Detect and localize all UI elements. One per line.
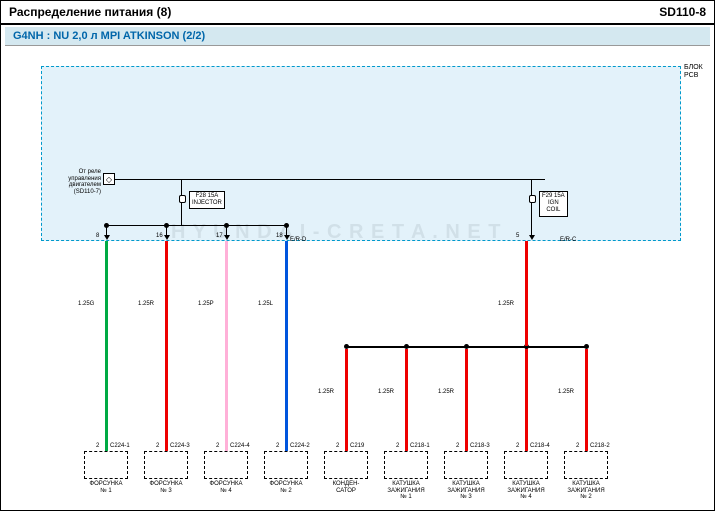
fuse-symbol-f29 bbox=[528, 191, 536, 205]
gauge-w1: 1.25G bbox=[78, 301, 94, 307]
conn-w2: C224-3 bbox=[170, 443, 190, 449]
component-label-w8: КАТУШКА ЗАЖИГАНИЯ № 4 bbox=[501, 481, 551, 501]
conn-w7: C218-3 bbox=[470, 443, 490, 449]
component-box-w6 bbox=[384, 451, 428, 479]
conn-pin-w5: 2 bbox=[336, 443, 339, 449]
pin-top-w3: 17 bbox=[216, 233, 223, 239]
pcb-label: БЛОК PCB bbox=[684, 64, 703, 79]
component-label-w2: ФОРСУНКА № 3 bbox=[141, 481, 191, 494]
node-w4 bbox=[284, 223, 289, 228]
wire-w1 bbox=[105, 241, 108, 451]
gauge-w3: 1.25P bbox=[198, 301, 214, 307]
component-label-w1: ФОРСУНКА № 1 bbox=[81, 481, 131, 494]
component-box-w3 bbox=[204, 451, 248, 479]
header: Распределение питания (8) SD110-8 bbox=[1, 1, 714, 25]
node-w3 bbox=[224, 223, 229, 228]
gauge-w6: 1.25R bbox=[378, 389, 394, 395]
conn-w9: C218-2 bbox=[590, 443, 610, 449]
busnode-w9 bbox=[584, 344, 589, 349]
component-box-w2 bbox=[144, 451, 188, 479]
arrow-w3 bbox=[224, 235, 230, 240]
conn-w5: C219 bbox=[350, 443, 364, 449]
wire-w3 bbox=[225, 241, 228, 451]
component-box-w5 bbox=[324, 451, 368, 479]
subtitle: G4NH : NU 2,0 л MPI ATKINSON (2/2) bbox=[13, 30, 702, 42]
busnode-w6 bbox=[404, 344, 409, 349]
fuse-out-f28 bbox=[181, 205, 182, 225]
pin-top-w4: 18 bbox=[276, 233, 283, 239]
component-label-w9: КАТУШКА ЗАЖИГАНИЯ № 2 bbox=[561, 481, 611, 501]
component-box-w9 bbox=[564, 451, 608, 479]
page-title: Распределение питания (8) bbox=[9, 5, 171, 19]
erd-label-0: E/R-D bbox=[290, 237, 306, 243]
node-w2 bbox=[164, 223, 169, 228]
arrow-w2 bbox=[164, 235, 170, 240]
component-box-w1 bbox=[84, 451, 128, 479]
conn-w1: C224-1 bbox=[110, 443, 130, 449]
wire-w9 bbox=[585, 349, 588, 451]
component-box-w4 bbox=[264, 451, 308, 479]
conn-pin-w3: 2 bbox=[216, 443, 219, 449]
gauge-w7: 1.25R bbox=[438, 389, 454, 395]
wire-w4 bbox=[285, 241, 288, 451]
gauge-w9: 1.25R bbox=[558, 389, 574, 395]
conn-w8: C218-4 bbox=[530, 443, 550, 449]
bus-top bbox=[115, 179, 545, 180]
gauge-w5: 1.25R bbox=[318, 389, 334, 395]
conn-pin-w4: 2 bbox=[276, 443, 279, 449]
fuse-f29: F29 15A IGN COIL bbox=[539, 191, 568, 217]
conn-pin-w6: 2 bbox=[396, 443, 399, 449]
gauge-w2: 1.25R bbox=[138, 301, 154, 307]
busnode-w5 bbox=[344, 344, 349, 349]
arrow-f29 bbox=[529, 235, 535, 240]
fuse-feed-f29 bbox=[531, 179, 532, 191]
erd-label-1: E/R-C bbox=[560, 237, 576, 243]
component-label-w4: ФОРСУНКА № 2 bbox=[261, 481, 311, 494]
node-w1 bbox=[104, 223, 109, 228]
component-label-w5: КОНДЕН- САТОР bbox=[321, 481, 371, 494]
wire-w6 bbox=[405, 349, 408, 451]
component-label-w3: ФОРСУНКА № 4 bbox=[201, 481, 251, 494]
component-label-w7: КАТУШКА ЗАЖИГАНИЯ № 3 bbox=[441, 481, 491, 501]
pcb-box bbox=[41, 66, 681, 241]
page: Распределение питания (8) SD110-8 G4NH :… bbox=[0, 0, 715, 511]
conn-pin-w7: 2 bbox=[456, 443, 459, 449]
conn-w4: C224-2 bbox=[290, 443, 310, 449]
conn-w3: C224-4 bbox=[230, 443, 250, 449]
page-code: SD110-8 bbox=[659, 5, 706, 19]
subtitle-bar: G4NH : NU 2,0 л MPI ATKINSON (2/2) bbox=[5, 27, 710, 46]
arrow-w1 bbox=[104, 235, 110, 240]
relay-source-label: От реле управления двигателем (SD110-7) bbox=[46, 169, 101, 195]
wiring-diagram: H Y U N D A I - C R E T A . N E T БЛОК P… bbox=[11, 51, 704, 500]
pin-top-w2: 16 bbox=[156, 233, 163, 239]
injector-bus bbox=[106, 225, 287, 226]
fuse-feed-f28 bbox=[181, 179, 182, 191]
conn-pin-w2: 2 bbox=[156, 443, 159, 449]
wire-w5 bbox=[345, 349, 348, 451]
fuse-f28: F28 15A INJECTOR bbox=[189, 191, 225, 209]
conn-pin-w1: 2 bbox=[96, 443, 99, 449]
wire-w2 bbox=[165, 241, 168, 451]
gauge-w8: 1.25R bbox=[498, 301, 514, 307]
relay-diamond: ◇ bbox=[103, 173, 115, 185]
conn-pin-w8: 2 bbox=[516, 443, 519, 449]
drop-f29 bbox=[531, 225, 532, 235]
pin-top-w1: 8 bbox=[96, 233, 99, 239]
busnode-w7 bbox=[464, 344, 469, 349]
gauge-w4: 1.25L bbox=[258, 301, 273, 307]
fuse-symbol-f28 bbox=[178, 191, 186, 205]
component-box-w8 bbox=[504, 451, 548, 479]
conn-w6: C218-1 bbox=[410, 443, 430, 449]
conn-pin-w9: 2 bbox=[576, 443, 579, 449]
component-label-w6: КАТУШКА ЗАЖИГАНИЯ № 1 bbox=[381, 481, 431, 501]
wire-feed-coil bbox=[525, 241, 528, 346]
fuse-out-f29 bbox=[531, 205, 532, 225]
pin-top-w8: 5 bbox=[516, 233, 519, 239]
wire-w7 bbox=[465, 349, 468, 451]
component-box-w7 bbox=[444, 451, 488, 479]
